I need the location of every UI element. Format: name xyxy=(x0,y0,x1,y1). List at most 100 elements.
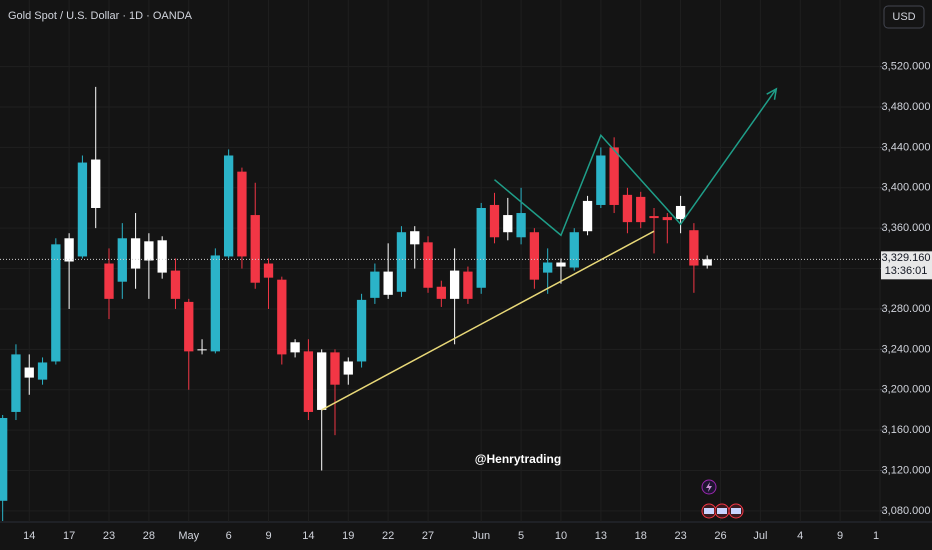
candle-body xyxy=(569,232,579,268)
candle-body xyxy=(675,205,686,220)
watermark: @Henrytrading xyxy=(475,452,561,466)
x-tick-label: Jun xyxy=(472,530,490,542)
y-tick-label: 3,200.000 xyxy=(882,384,931,396)
candle-body xyxy=(343,361,353,375)
x-tick-label: 9 xyxy=(265,530,271,542)
x-tick-label: 18 xyxy=(635,530,647,542)
candle-body xyxy=(449,270,460,299)
candle-body xyxy=(609,147,619,205)
candle-body xyxy=(51,244,61,362)
y-tick-label: 3,360.000 xyxy=(882,222,931,234)
x-tick-label: 14 xyxy=(23,530,35,542)
flag xyxy=(704,508,714,514)
x-tick-label: 28 xyxy=(143,530,155,542)
x-tick-label: May xyxy=(178,530,199,542)
x-tick-label: 23 xyxy=(674,530,686,542)
candle-body xyxy=(303,351,314,412)
candle-body xyxy=(104,263,114,299)
chart-title: Gold Spot / U.S. Dollar · 1D · OANDA xyxy=(8,10,193,22)
y-tick-label: 3,520.000 xyxy=(882,61,931,73)
last-price-tag xyxy=(881,251,932,280)
candle-body xyxy=(476,207,486,288)
x-tick-label: 14 xyxy=(302,530,314,542)
drawing-line xyxy=(321,230,655,411)
candle-body xyxy=(662,217,672,221)
candle-body xyxy=(184,301,194,352)
candle-body xyxy=(463,271,473,299)
x-tick-label: 9 xyxy=(837,530,843,542)
currency-label[interactable]: USD xyxy=(892,11,915,23)
candle-body xyxy=(489,204,500,238)
candle-body xyxy=(170,270,181,299)
candle-body xyxy=(277,279,287,355)
candle-body xyxy=(330,352,340,385)
candle-body xyxy=(317,352,327,410)
candle-body xyxy=(157,240,167,273)
last-price-label: 3,329.160 xyxy=(882,252,931,264)
candle-body xyxy=(383,271,393,295)
candle-body xyxy=(290,342,300,353)
candle-body xyxy=(649,216,659,219)
candle-body xyxy=(117,238,127,282)
candle-body xyxy=(11,354,21,412)
candle-body xyxy=(370,271,380,298)
candle-body xyxy=(144,241,154,261)
candle-body xyxy=(543,262,553,273)
y-tick-label: 3,440.000 xyxy=(882,141,931,153)
candle-body xyxy=(24,367,34,378)
x-tick-label: 17 xyxy=(63,530,75,542)
currency-button[interactable] xyxy=(883,5,925,29)
candle-body xyxy=(689,230,699,266)
marks xyxy=(0,86,880,521)
x-tick-label: 13 xyxy=(595,530,607,542)
candle-body xyxy=(503,215,513,233)
candle-body xyxy=(0,418,8,501)
candle-body xyxy=(223,155,234,257)
candle-body xyxy=(197,349,207,351)
candle-body xyxy=(37,362,48,380)
candle-body xyxy=(410,231,420,245)
event-icons xyxy=(701,479,744,519)
y-tick-label: 3,120.000 xyxy=(882,464,931,476)
x-tick-label: 6 xyxy=(226,530,232,542)
y-tick-label: 3,480.000 xyxy=(882,101,931,113)
flag xyxy=(717,508,727,514)
y-tick-label: 3,400.000 xyxy=(882,182,931,194)
candle-body xyxy=(622,194,633,223)
countdown-label: 13:36:01 xyxy=(885,265,928,277)
grid xyxy=(0,0,881,522)
candle-body xyxy=(436,286,446,299)
candle-body xyxy=(91,159,101,208)
flag xyxy=(731,508,741,514)
candle-body xyxy=(702,259,712,266)
x-tick-label: 27 xyxy=(422,530,434,542)
candle-body xyxy=(636,196,646,223)
candle-body xyxy=(582,200,593,232)
candle-body xyxy=(64,238,74,262)
x-tick-label: 22 xyxy=(382,530,394,542)
x-tick-label: 4 xyxy=(797,530,803,542)
drawing-line xyxy=(494,88,777,237)
candle-body xyxy=(237,171,247,257)
candle-body xyxy=(529,232,540,280)
x-tick-label: 19 xyxy=(342,530,354,542)
x-tick-label: 10 xyxy=(555,530,567,542)
x-tick-label: 26 xyxy=(714,530,726,542)
x-tick-label: 1 xyxy=(873,530,879,542)
y-tick-label: 3,240.000 xyxy=(882,343,931,355)
x-tick-label: 23 xyxy=(103,530,115,542)
candle-body xyxy=(77,162,88,257)
candle-body xyxy=(556,262,566,267)
candle-body xyxy=(210,255,220,352)
candle-body xyxy=(250,215,260,283)
y-tick-label: 3,280.000 xyxy=(882,303,931,315)
candle-body xyxy=(356,299,367,362)
x-tick-label: Jul xyxy=(753,530,767,542)
candle-body xyxy=(516,213,526,238)
y-tick-label: 3,080.000 xyxy=(882,505,931,517)
x-tick-label: 5 xyxy=(518,530,524,542)
candle-body xyxy=(263,263,274,278)
event-icon-bolt xyxy=(706,482,712,492)
